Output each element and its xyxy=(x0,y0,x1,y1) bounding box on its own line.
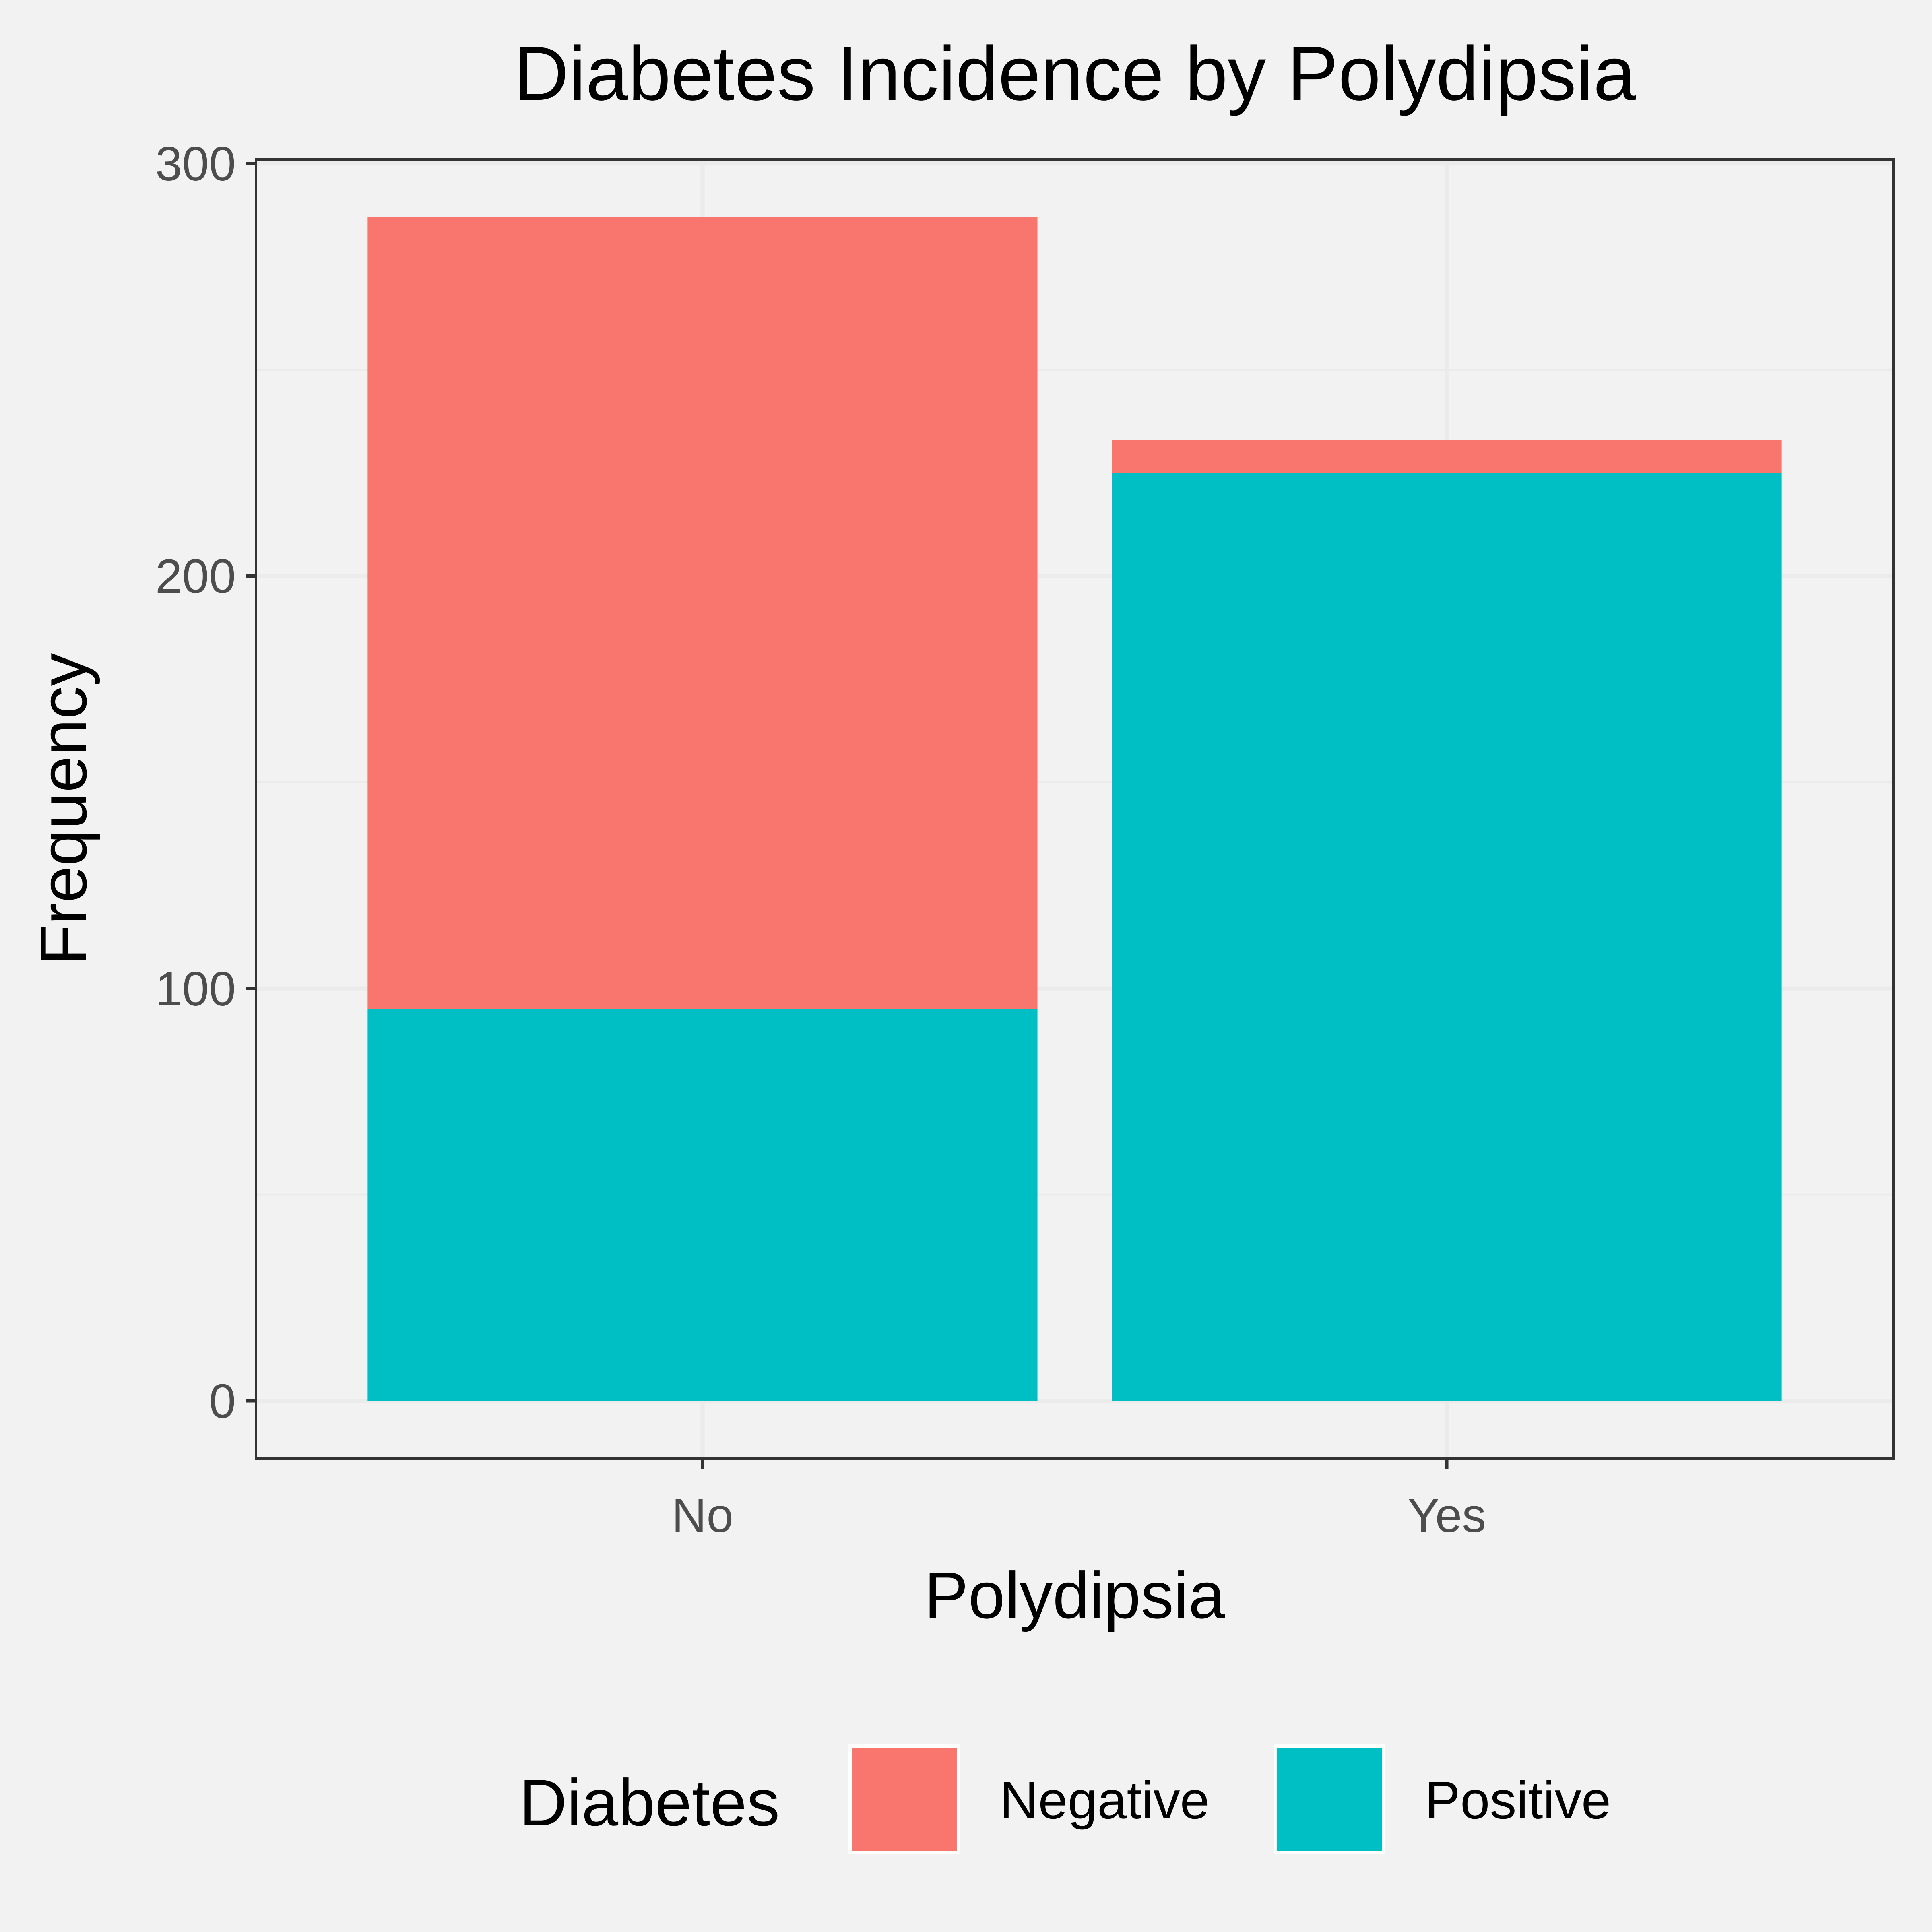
legend-key-negative xyxy=(848,1744,960,1854)
x-tick-label: Yes xyxy=(1408,1488,1486,1542)
legend: Diabetes Negative Positive xyxy=(519,1744,1611,1854)
bar-positive-yes xyxy=(1112,473,1782,1401)
axes: 0 100 200 300 No Yes xyxy=(155,137,1486,1542)
y-tick-label: 200 xyxy=(155,549,236,603)
y-tick-label: 0 xyxy=(209,1375,236,1428)
bar-positive-no xyxy=(367,1009,1038,1401)
x-axis-title: Polydipsia xyxy=(924,1558,1225,1632)
legend-title: Diabetes xyxy=(519,1766,780,1839)
x-tick-label: No xyxy=(672,1488,733,1542)
plot-panel-border xyxy=(255,158,1895,1460)
legend-key-positive xyxy=(1274,1744,1385,1854)
bars xyxy=(367,217,1782,1401)
chart-title: Diabetes Incidence by Polydipsia xyxy=(514,31,1636,116)
y-tick-label: 100 xyxy=(155,962,236,1016)
legend-label-negative: Negative xyxy=(1000,1771,1210,1830)
y-axis-title: Frequency xyxy=(27,653,100,965)
bar-negative-no xyxy=(367,217,1038,1009)
y-tick-label: 300 xyxy=(155,137,236,191)
legend-label-positive: Positive xyxy=(1425,1771,1611,1830)
bar-negative-yes xyxy=(1112,440,1782,473)
